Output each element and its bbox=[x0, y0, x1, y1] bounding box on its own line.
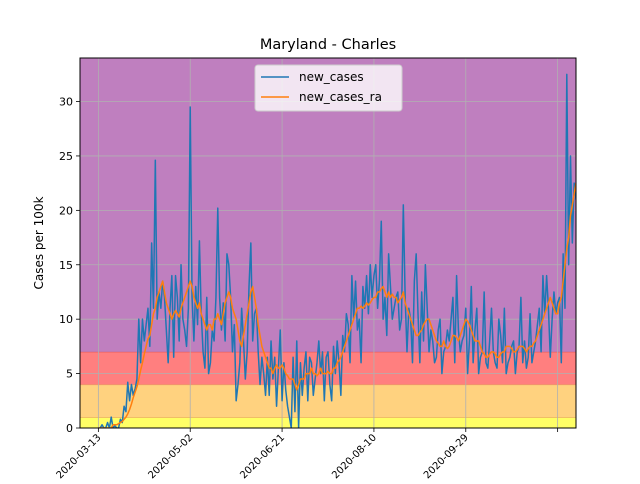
y-tick-label: 25 bbox=[59, 150, 73, 163]
x-tick-label: 2020-03-13 bbox=[55, 432, 104, 480]
chart-title: Maryland - Charles bbox=[260, 37, 396, 53]
series-layer bbox=[98, 73, 576, 428]
legend: new_cases new_cases_ra bbox=[254, 64, 403, 112]
risk-band-0 bbox=[80, 417, 576, 428]
legend-label-new_cases_ra: new_cases_ra bbox=[299, 90, 382, 104]
y-tick-label: 0 bbox=[66, 422, 73, 435]
y-axis: 0 5 10 15 20 25 30 bbox=[59, 96, 80, 435]
y-tick-label: 15 bbox=[59, 259, 73, 272]
series-line-new_cases_ra bbox=[98, 183, 576, 428]
x-tick-label: 2020-08-10 bbox=[330, 432, 379, 480]
series-line-new_cases bbox=[98, 73, 576, 428]
legend-label-new_cases: new_cases bbox=[299, 70, 364, 84]
y-tick-label: 20 bbox=[59, 204, 73, 217]
y-tick-label: 10 bbox=[59, 313, 73, 326]
x-tick-label: 2020-05-02 bbox=[146, 432, 195, 480]
x-tick-label: 2020-09-29 bbox=[422, 432, 471, 480]
risk-bands bbox=[80, 58, 576, 428]
x-axis: 2020-03-13 2020-05-02 2020-06-21 2020-08-10… bbox=[55, 428, 559, 481]
y-tick-label: 30 bbox=[59, 96, 73, 109]
plot-frame bbox=[79, 57, 577, 429]
legend-box bbox=[254, 64, 403, 112]
y-tick-label: 5 bbox=[66, 368, 73, 381]
x-tick-label: 2020-06-21 bbox=[238, 432, 287, 480]
risk-band-1 bbox=[80, 384, 576, 418]
y-axis-label: Cases per 100k bbox=[32, 196, 46, 289]
